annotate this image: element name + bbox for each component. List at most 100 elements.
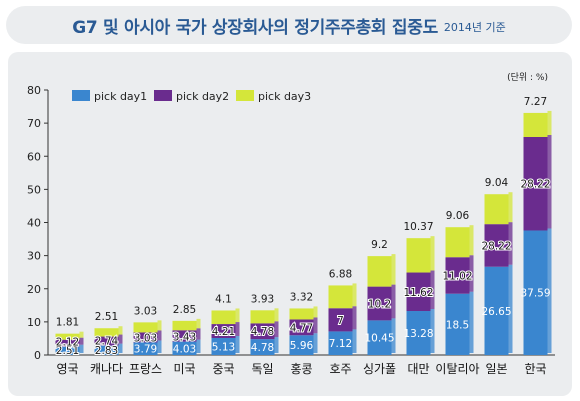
data-label: 2.74 — [95, 336, 119, 348]
bar-segment — [289, 335, 314, 355]
data-label: 9.2 — [371, 239, 388, 251]
bar-segment-side — [313, 317, 318, 334]
bar-segment-side — [235, 308, 240, 323]
bar-segment — [133, 342, 158, 355]
x-tick-label: 호주 — [329, 362, 351, 376]
bar-segment — [523, 230, 548, 355]
bar-segment-side — [508, 264, 513, 353]
data-label: 3.93 — [251, 293, 274, 305]
bar-segment — [94, 345, 119, 355]
data-label: 5.96 — [290, 340, 314, 352]
x-tick-label: 미국 — [173, 362, 195, 376]
y-tick-label: 0 — [34, 349, 41, 362]
data-label: 3.03 — [134, 305, 157, 317]
bar-segment-side — [430, 236, 435, 271]
data-label: 4.77 — [290, 322, 313, 334]
bar-segment-side — [547, 135, 552, 229]
data-label: 28.22 — [481, 240, 511, 252]
bar-segment-side — [274, 308, 279, 322]
data-label: 4.78 — [251, 326, 274, 338]
bar-segment-side — [547, 228, 552, 353]
bar-segment-side — [352, 283, 357, 307]
bar-segment — [133, 322, 158, 333]
bar-segment — [523, 112, 548, 138]
bar-segment-side — [157, 320, 162, 331]
legend-swatch — [154, 90, 172, 101]
y-tick-label: 40 — [27, 217, 41, 230]
data-label: 28.22 — [520, 179, 550, 191]
bar-segment-side — [313, 333, 318, 353]
bar-segment-side — [508, 222, 513, 265]
bar-segment — [172, 341, 197, 355]
data-label: 11.02 — [442, 270, 472, 282]
bar-segment — [250, 339, 275, 355]
bar-segment-side — [157, 340, 162, 353]
x-tick-label: 프랑스 — [129, 362, 162, 376]
bar-segment-side — [196, 328, 201, 340]
data-label: 10.2 — [368, 298, 391, 310]
data-label: 2.85 — [173, 304, 196, 316]
y-tick-label: 20 — [27, 283, 41, 296]
data-label: 3.79 — [134, 344, 157, 356]
bar-segment — [328, 308, 353, 332]
data-label: 13.28 — [403, 328, 433, 340]
bar-segment-side — [235, 322, 240, 337]
bar-segment-side — [391, 318, 396, 353]
bar-segment — [406, 311, 431, 355]
bar-segment — [250, 323, 275, 340]
bar-segment — [367, 256, 392, 287]
data-label: 1.81 — [56, 317, 79, 329]
data-label: 5.13 — [212, 342, 235, 354]
bar-segment — [211, 338, 236, 355]
data-label: 18.5 — [446, 319, 469, 331]
legend-label: pick day2 — [176, 90, 229, 103]
bar-segment-side — [391, 284, 396, 319]
bar-segment — [367, 320, 392, 355]
y-tick-label: 50 — [27, 183, 41, 196]
legend-label: pick day3 — [258, 90, 311, 103]
bar-segment-side — [430, 270, 435, 310]
data-label: 4.1 — [215, 293, 232, 305]
bar-segment-side — [79, 331, 84, 338]
data-label: 10.37 — [403, 221, 433, 233]
y-tick-label: 60 — [27, 150, 41, 163]
legend-swatch — [72, 90, 90, 101]
bar-segment — [445, 293, 470, 355]
data-label: 37.59 — [520, 288, 550, 300]
bar-segment — [211, 310, 236, 325]
bar-segment — [484, 224, 509, 267]
bar-segment — [250, 310, 275, 324]
bar-segment-side — [352, 306, 357, 330]
bar-segment — [94, 336, 119, 346]
bar-segment-side — [157, 330, 162, 341]
x-tick-label: 싱가폴 — [363, 362, 396, 376]
bar-segment — [328, 285, 353, 309]
bar-segment-side — [79, 344, 84, 353]
y-tick-label: 70 — [27, 117, 41, 130]
bar-segment-side — [313, 306, 318, 318]
data-label: 4.78 — [251, 342, 274, 354]
bar-segment — [172, 330, 197, 342]
bar-segment — [406, 272, 431, 312]
x-tick-label: 이탈리아 — [435, 362, 479, 376]
legend-label: pick day1 — [94, 90, 147, 103]
bar-segment-side — [469, 255, 474, 292]
x-tick-label: 한국 — [524, 362, 546, 376]
chart-subtitle: 2014년 기준 — [443, 21, 506, 34]
bar-segment — [445, 257, 470, 294]
bar-segment-side — [508, 192, 513, 223]
chart-title-bar: G7 및 아시아 국가 상장회사의 정기주주총회 집중도 2014년 기준 — [6, 6, 572, 44]
bar-segment-side — [79, 337, 84, 345]
data-label: 3.32 — [290, 291, 313, 303]
data-label: 26.65 — [481, 306, 511, 318]
bar-segment-side — [118, 334, 123, 344]
data-label: 4.03 — [173, 343, 196, 355]
data-label: 2.12 — [56, 337, 79, 349]
bar-segment — [406, 238, 431, 273]
data-label: 3.43 — [173, 332, 196, 344]
data-label: 7.12 — [329, 338, 352, 350]
bar-segment — [523, 137, 548, 231]
bar-segment — [55, 346, 80, 355]
data-label: 11.62 — [403, 287, 433, 299]
